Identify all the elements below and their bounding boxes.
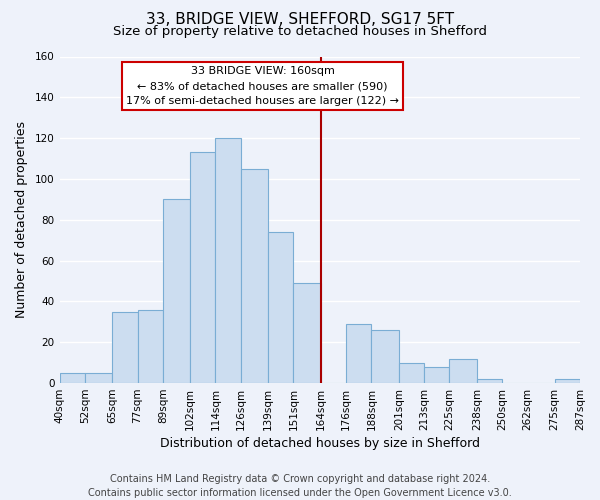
- Bar: [293, 283, 321, 383]
- Bar: [215, 138, 241, 383]
- Bar: [477, 379, 502, 383]
- Bar: [163, 200, 190, 383]
- Bar: [112, 312, 137, 383]
- Bar: [555, 379, 580, 383]
- Bar: [268, 232, 293, 383]
- X-axis label: Distribution of detached houses by size in Shefford: Distribution of detached houses by size …: [160, 437, 480, 450]
- Bar: [399, 362, 424, 383]
- Bar: [424, 366, 449, 383]
- Bar: [449, 358, 477, 383]
- Bar: [346, 324, 371, 383]
- Y-axis label: Number of detached properties: Number of detached properties: [15, 122, 28, 318]
- Text: 33 BRIDGE VIEW: 160sqm
← 83% of detached houses are smaller (590)
17% of semi-de: 33 BRIDGE VIEW: 160sqm ← 83% of detached…: [126, 66, 399, 106]
- Bar: [241, 169, 268, 383]
- Text: Contains HM Land Registry data © Crown copyright and database right 2024.
Contai: Contains HM Land Registry data © Crown c…: [88, 474, 512, 498]
- Bar: [137, 310, 163, 383]
- Bar: [371, 330, 399, 383]
- Bar: [85, 373, 112, 383]
- Text: Size of property relative to detached houses in Shefford: Size of property relative to detached ho…: [113, 25, 487, 38]
- Text: 33, BRIDGE VIEW, SHEFFORD, SG17 5FT: 33, BRIDGE VIEW, SHEFFORD, SG17 5FT: [146, 12, 454, 28]
- Bar: [59, 373, 85, 383]
- Bar: [190, 152, 215, 383]
